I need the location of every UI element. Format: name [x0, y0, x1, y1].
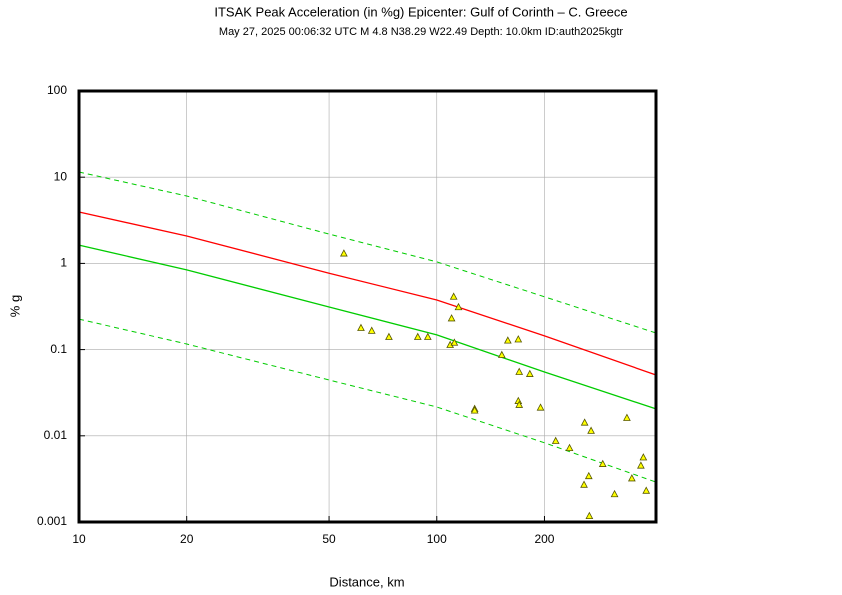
station-marker — [515, 367, 524, 375]
station-marker — [551, 436, 560, 444]
station-marker — [642, 486, 651, 494]
station-marker — [598, 459, 607, 467]
station-marker — [585, 511, 594, 520]
y-tick-label: 0.001 — [37, 514, 67, 528]
station-marker — [340, 249, 348, 257]
station-marker — [565, 443, 574, 451]
x-tick-label: 10 — [72, 532, 86, 546]
station-marker — [610, 489, 619, 498]
model-line — [78, 211, 657, 376]
y-tick-label: 100 — [47, 83, 67, 97]
y-axis-label: % g — [7, 295, 22, 317]
x-axis-label: Distance, km — [329, 574, 404, 589]
chart-subtitle: May 27, 2025 00:06:32 UTC M 4.8 N38.29 W… — [219, 26, 624, 38]
station-marker — [584, 471, 593, 480]
plot-frame — [77, 89, 658, 524]
station-marker — [587, 426, 595, 434]
chart-title: ITSAK Peak Acceleration (in %g) Epicente… — [214, 4, 627, 19]
model-line — [78, 318, 657, 483]
x-tick-label: 100 — [427, 532, 447, 546]
station-marker — [367, 326, 376, 334]
station-marker — [639, 453, 648, 461]
grid — [78, 90, 656, 523]
y-tick-label: 0.01 — [44, 428, 68, 442]
station-marker — [515, 400, 524, 408]
station-marker — [357, 323, 365, 331]
model-line — [78, 171, 657, 334]
y-tick-label: 1 — [60, 256, 67, 270]
station-marker — [470, 406, 479, 414]
y-tick-label: 0.1 — [50, 342, 67, 356]
station-marker — [637, 461, 645, 469]
station-marker — [627, 474, 636, 482]
data — [78, 171, 657, 520]
station-marker — [525, 369, 534, 377]
station-marker — [580, 418, 589, 426]
station-marker — [514, 335, 523, 343]
station-marker — [580, 480, 588, 488]
station-marker — [423, 332, 432, 340]
station-marker — [503, 336, 512, 344]
station-marker — [454, 302, 463, 311]
station-marker — [385, 332, 393, 340]
station-marker — [447, 314, 456, 322]
station-marker — [497, 350, 506, 358]
station-marker — [413, 332, 422, 340]
station-marker — [623, 413, 631, 421]
station-marker — [450, 338, 459, 346]
station-marker — [449, 292, 458, 300]
model-line — [78, 244, 657, 410]
y-tick-label: 10 — [54, 169, 68, 183]
station-marker — [536, 403, 545, 411]
x-tick-label: 50 — [322, 532, 336, 546]
x-tick-label: 20 — [180, 532, 194, 546]
x-tick-label: 200 — [534, 532, 554, 546]
